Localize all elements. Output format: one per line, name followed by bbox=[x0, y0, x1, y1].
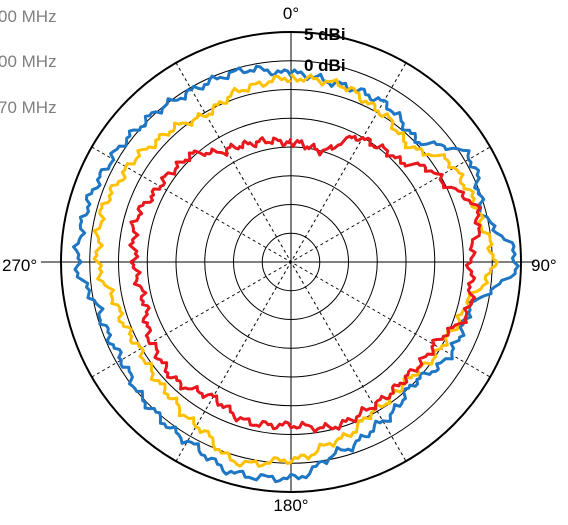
legend-entry-1: 00 MHz bbox=[0, 7, 57, 26]
radial-label-5dbi: 5 dBi bbox=[304, 25, 346, 44]
series-curve-3 bbox=[128, 134, 482, 434]
angle-label-90: 90° bbox=[531, 256, 557, 275]
angle-label-270: 270° bbox=[2, 256, 37, 275]
series-curve-2 bbox=[92, 73, 499, 468]
legend-entry-3: 70 MHz bbox=[0, 98, 57, 117]
angle-label-0: 0° bbox=[283, 4, 299, 23]
chart-labels: 00 MHz 00 MHz 70 MHz 0° 90° 180° 270° 5 … bbox=[0, 4, 557, 515]
grid-spoke bbox=[175, 62, 407, 462]
legend-entry-2: 00 MHz bbox=[0, 52, 57, 71]
angle-label-180: 180° bbox=[273, 496, 308, 515]
series-curve-1 bbox=[72, 64, 520, 484]
pattern-curves bbox=[72, 64, 520, 484]
radial-label-0dbi: 0 dBi bbox=[304, 56, 346, 75]
polar-grid bbox=[41, 31, 535, 493]
